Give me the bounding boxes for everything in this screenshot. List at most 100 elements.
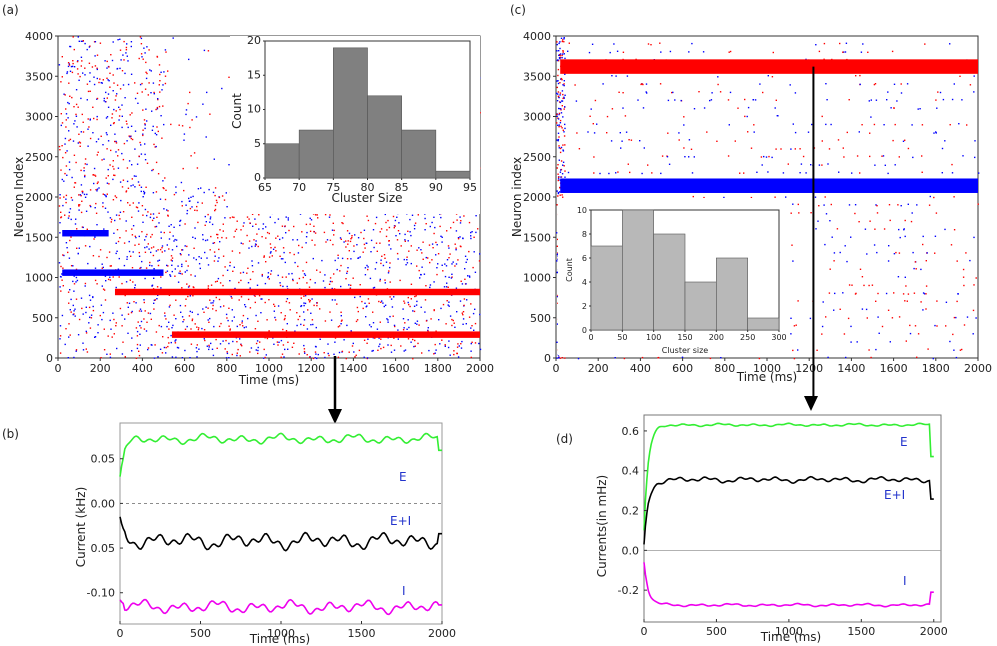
spike-dot — [90, 205, 92, 208]
spike-dot — [245, 326, 247, 328]
spike-dot — [647, 164, 649, 166]
spike-dot — [113, 318, 115, 321]
y-tick-label: 10 — [247, 103, 261, 116]
spike-dot — [104, 275, 107, 277]
spike-dot — [668, 163, 671, 165]
spike-dot — [267, 272, 270, 274]
spike-dot — [68, 130, 70, 132]
spike-dot — [728, 124, 730, 126]
spike-dot — [790, 212, 792, 214]
spike-dot — [407, 301, 409, 304]
spike-dot — [955, 356, 958, 359]
spike-dot — [291, 346, 294, 348]
spike-dot — [263, 348, 265, 351]
spike-dot — [450, 277, 453, 279]
spike-dot — [562, 129, 564, 131]
spike-dot — [346, 230, 349, 232]
spike-dot — [902, 293, 905, 295]
spike-dot — [410, 245, 412, 247]
spike-dot — [92, 309, 95, 312]
spike-dot — [96, 54, 99, 56]
spike-dot — [451, 318, 453, 321]
spike-dot — [850, 325, 852, 328]
spike-dot — [825, 316, 827, 318]
spike-dot — [96, 224, 98, 226]
spike-dot — [710, 99, 713, 101]
spike-dot — [559, 94, 561, 96]
spike-dot — [921, 124, 924, 126]
spike-dot — [790, 333, 792, 335]
spike-dot — [372, 229, 375, 231]
spike-dot — [821, 115, 823, 118]
spike-dot — [174, 342, 177, 344]
spike-dot — [389, 262, 391, 264]
histogram-bar — [622, 209, 654, 331]
spike-dot — [59, 286, 61, 288]
spike-dot — [457, 259, 459, 261]
spike-dot — [284, 261, 286, 264]
spike-dot — [567, 50, 569, 52]
spike-dot — [910, 220, 913, 223]
spike-dot — [137, 102, 139, 104]
spike-dot — [409, 231, 411, 233]
spike-dot — [89, 45, 91, 47]
spike-dot — [232, 340, 234, 343]
spike-dot — [142, 221, 144, 223]
spike-dot — [558, 159, 560, 161]
spike-dot — [850, 236, 852, 238]
spike-dot — [218, 248, 220, 251]
spike-dot — [414, 339, 416, 342]
spike-dot — [58, 205, 61, 207]
spike-dot — [107, 140, 110, 142]
spike-dot — [459, 236, 461, 238]
spike-dot — [287, 341, 289, 343]
spike-dot — [559, 119, 562, 122]
spike-dot — [661, 155, 664, 157]
spike-dot — [824, 243, 826, 246]
spike-dot — [77, 36, 79, 38]
spike-dot — [557, 140, 559, 142]
spike-dot — [914, 325, 917, 327]
spike-dot — [206, 345, 208, 347]
spike-dot — [174, 340, 176, 342]
spike-dot — [107, 106, 110, 108]
spike-dot — [437, 253, 440, 255]
spike-dot — [558, 145, 560, 147]
spike-dot — [410, 341, 412, 343]
spike-dot — [100, 82, 102, 84]
spike-dot — [175, 339, 177, 341]
spike-dot — [311, 239, 313, 241]
spike-dot — [149, 69, 151, 71]
spike-dot — [474, 271, 477, 273]
spike-dot — [65, 108, 67, 110]
spike-dot — [436, 273, 438, 276]
spike-dot — [925, 260, 927, 262]
spike-dot — [88, 322, 90, 324]
spike-dot — [275, 250, 277, 252]
spike-dot — [362, 251, 364, 253]
spike-dot — [69, 289, 71, 291]
arrow-a-to-b — [328, 356, 342, 424]
spike-dot — [444, 344, 446, 346]
spike-dot — [84, 282, 87, 285]
spike-dot — [843, 156, 845, 158]
spike-dot — [229, 328, 231, 330]
spike-dot — [746, 115, 748, 118]
y-tick-label: 4000 — [25, 30, 53, 43]
spike-dot — [103, 97, 105, 100]
spike-dot — [398, 222, 400, 224]
spike-dot — [265, 237, 267, 239]
spike-dot — [561, 54, 563, 57]
spike-dot — [903, 228, 905, 230]
spike-dot — [222, 223, 224, 225]
spike-dot — [406, 262, 409, 264]
spike-dot — [750, 196, 753, 199]
spike-dot — [125, 281, 128, 283]
spike-dot — [660, 51, 662, 53]
spike-dot — [158, 105, 161, 108]
spike-dot — [82, 342, 84, 344]
spike-dot — [102, 205, 104, 208]
spike-dot — [836, 228, 839, 230]
spike-dot — [170, 341, 172, 344]
spike-dot — [86, 48, 88, 51]
